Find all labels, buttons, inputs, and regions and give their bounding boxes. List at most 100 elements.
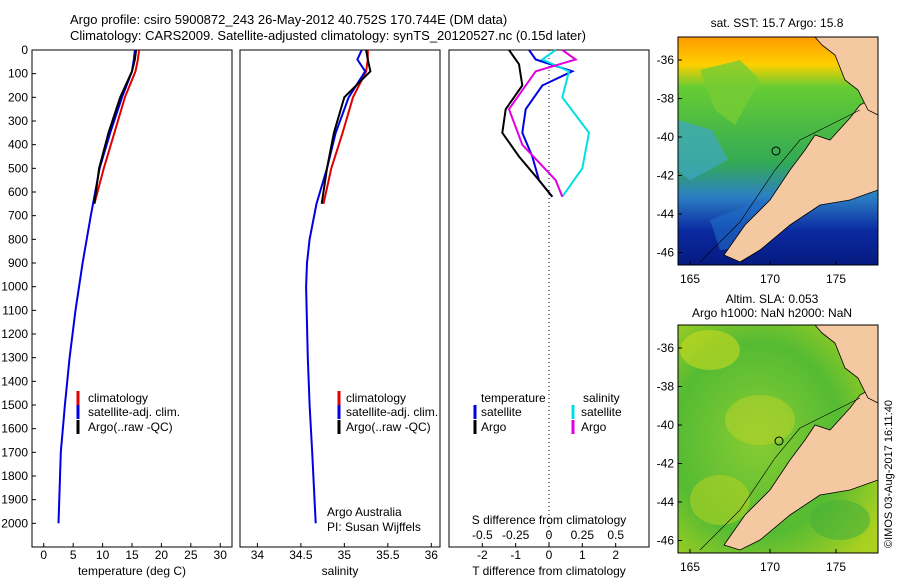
legend-heading-temperature: temperature	[481, 391, 546, 405]
sla-map-title: Altim. SLA: 0.053	[726, 292, 819, 306]
difference-panel: -2 -1 0 1 2 -0.5 -0.25 0 0.25 0.5 S difference f…	[448, 49, 650, 578]
program-credit: Argo Australia	[327, 505, 402, 519]
temperature-tick-label: 10	[96, 548, 110, 562]
temperature-series	[57, 49, 141, 524]
salinity-x-label: salinity	[322, 564, 359, 578]
depth-tick-label: 1900	[1, 493, 28, 507]
depth-tick-label: 1200	[1, 327, 28, 341]
longitude-tick-label: 175	[826, 272, 846, 286]
s-difference-tick-label: 0	[546, 528, 553, 542]
t-difference-x-axis: -2 -1 0 1 2	[477, 543, 619, 562]
temperature-legend: climatology satellite-adj. clim. Argo(..…	[76, 391, 180, 434]
figure-title-line2: Climatology: CARS2009. Satellite-adjuste…	[70, 28, 586, 43]
salinity-tick-label: 34.5	[289, 548, 313, 562]
temperature-tick-label: 5	[70, 548, 77, 562]
temperature-x-label: temperature (deg C)	[78, 564, 186, 578]
sst-map-title: sat. SST: 15.7 Argo: 15.8	[711, 16, 844, 30]
legend-label: climatology	[346, 391, 406, 405]
t-difference-tick-label: 1	[579, 548, 586, 562]
t-difference-tick-label: 0	[546, 548, 553, 562]
legend-label: Argo(..raw -QC)	[346, 420, 431, 434]
depth-tick-label: 700	[8, 209, 28, 223]
latitude-tick-label: -40	[657, 130, 675, 144]
depth-axis: 0 100 200 300 400 500 600 700 800 900 1000 1100 1200…	[1, 43, 36, 530]
depth-tick-label: 0	[21, 43, 28, 57]
t-difference-tick-label: 2	[612, 548, 619, 562]
sla-field-patch	[810, 500, 870, 540]
salinity-series	[305, 49, 372, 524]
depth-tick-label: 1800	[1, 469, 28, 483]
salinity-axes-frame	[239, 49, 441, 548]
legend-label: satellite	[481, 405, 522, 419]
legend-label: satellite-adj. clim.	[346, 405, 438, 419]
sla-field-patch	[690, 475, 750, 525]
temperature-panel: 0100200300400500600700800900100011001200…	[1, 43, 233, 578]
depth-tick-label: 1500	[1, 398, 28, 412]
sst-field-patch	[678, 120, 728, 180]
sla-map-axes: 165 170 175 -36 -38 -40 -42 -44 -46	[657, 341, 847, 574]
sla-field-patch	[680, 330, 740, 370]
depth-tick-label: 1600	[1, 422, 28, 436]
salinity-x-axis: 34 34.5 35 35.5 36	[251, 543, 439, 562]
latitude-tick-label: -38	[657, 380, 675, 394]
figure-title-line1: Argo profile: csiro 5900872_243 26-May-2…	[70, 12, 508, 27]
legend-label: Argo	[581, 420, 607, 434]
legend-heading-salinity: salinity	[583, 391, 620, 405]
argo-position-marker	[774, 436, 784, 446]
salinity-tick-label: 35.5	[376, 548, 400, 562]
temperature-tick-label: 25	[184, 548, 198, 562]
sst-map-axes: 165 170 175 -36 -38 -40 -42 -44 -46	[657, 53, 847, 286]
s-difference-tick-label: -0.25	[502, 528, 530, 542]
depth-tick-label: 100	[8, 67, 28, 81]
longitude-tick-label: 170	[760, 272, 780, 286]
latitude-tick-label: -46	[657, 534, 675, 548]
south-island-landmass	[723, 94, 879, 263]
depth-tick-label: 500	[8, 161, 28, 175]
series-line-argo-raw-qc	[320, 49, 372, 204]
pi-credit: PI: Susan Wijffels	[327, 520, 421, 534]
legend-label: Argo(..raw -QC)	[88, 420, 173, 434]
series-line-argo	[507, 49, 578, 198]
depth-tick-label: 1100	[2, 303, 28, 317]
salinity-panel: 34 34.5 35 35.5 36 salinity climatology sate…	[239, 49, 441, 578]
latitude-tick-label: -40	[657, 418, 675, 432]
temperature-x-axis: 0 5 10 15 20 25 30	[40, 543, 227, 562]
salinity-tick-label: 35	[338, 548, 352, 562]
s-difference-tick-label: 0.5	[607, 528, 624, 542]
depth-tick-label: 800	[8, 232, 28, 246]
legend-label: Argo	[481, 420, 507, 434]
legend-label: satellite-adj. clim.	[88, 405, 180, 419]
south-island-landmass	[723, 384, 879, 551]
series-line-satellite	[521, 49, 576, 198]
latitude-tick-label: -46	[657, 246, 675, 260]
temperature-tick-label: 20	[155, 548, 169, 562]
depth-tick-label: 1300	[1, 351, 28, 365]
salinity-tick-label: 36	[425, 548, 439, 562]
temperature-axes-frame	[31, 49, 233, 548]
depth-tick-label: 900	[8, 256, 28, 270]
longitude-tick-label: 175	[826, 560, 846, 574]
series-line-climatology	[93, 49, 141, 205]
latitude-tick-label: -42	[657, 169, 675, 183]
legend-label: satellite	[581, 405, 622, 419]
sla-map-subtitle: Argo h1000: NaN h2000: NaN	[692, 306, 852, 320]
temperature-tick-label: 30	[214, 548, 228, 562]
sla-map-frame	[677, 324, 879, 554]
imos-timestamp: ©IMOS 03-Aug-2017 16:11:40	[883, 400, 895, 548]
s-difference-label: S difference from climatology	[472, 513, 627, 527]
temperature-tick-label: 0	[40, 548, 47, 562]
sst-field-patch	[700, 60, 760, 125]
sst-map-panel: sat. SST: 15.7 Argo: 15.8 165 170 175 -36 -3…	[657, 16, 879, 286]
depth-tick-label: 1400	[1, 374, 28, 388]
longitude-tick-label: 170	[760, 560, 780, 574]
depth-tick-label: 400	[8, 138, 28, 152]
sla-field-patch	[725, 395, 795, 445]
difference-series	[501, 49, 591, 198]
depth-tick-label: 2000	[1, 516, 28, 530]
isobath-contour	[699, 109, 861, 263]
sla-map-panel: Altim. SLA: 0.053 Argo h1000: NaN h2000:…	[657, 292, 879, 574]
t-difference-tick-label: -2	[477, 548, 488, 562]
latitude-tick-label: -44	[657, 207, 675, 221]
s-difference-tick-label: -0.5	[472, 528, 493, 542]
